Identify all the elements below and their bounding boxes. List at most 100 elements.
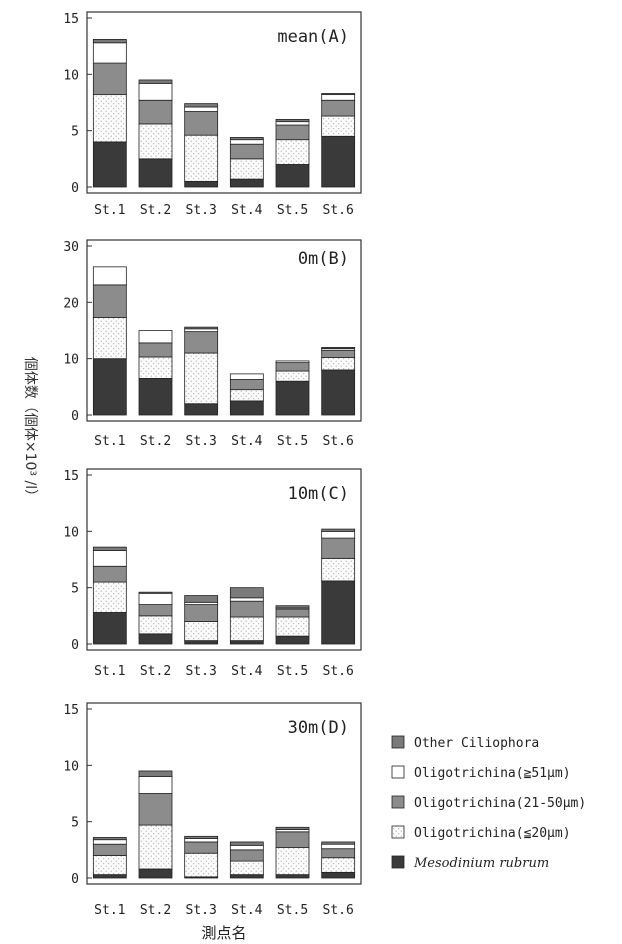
bar-segment [229,379,264,391]
bar-segment [138,342,173,358]
bar-segment [321,369,356,416]
bar-segment [321,93,356,96]
bar-segment [321,135,356,188]
bar-segment [321,557,356,582]
plot-frame [86,239,362,422]
y-tick-label: 10 [63,353,79,368]
y-tick-label: 0 [71,181,79,196]
bar-segment [321,530,356,539]
bar-segment [92,358,127,416]
bar-segment [275,831,310,848]
panel-0m-b: 0m(B) 0 10 20 30 [63,239,362,424]
bar-segment [321,357,356,371]
plot-frame [86,468,362,651]
legend-swatch [391,795,405,809]
y-tick-label: 10 [63,525,79,540]
bar-segment [92,266,127,286]
y-tick-label: 0 [71,872,79,887]
legend-swatch [391,825,405,839]
bar-segment [138,82,173,101]
bar-segment [92,284,127,318]
bar-segment [321,346,356,349]
bar-segment [229,139,264,145]
bar-segment [229,373,264,380]
legend-swatch [391,855,405,869]
bar-segment [184,852,219,878]
bar-segment [321,857,356,873]
y-tick-label: 0 [71,638,79,653]
bar-segment [92,565,127,583]
bar-segment [321,537,356,559]
bar-segment [275,826,310,830]
panel-title: 10m(C) [288,484,349,504]
bar-segment [184,134,219,182]
y-axis-label: 個体数（個体×10³ /l） [22,357,38,503]
x-tick-label: St.4 [231,664,262,679]
bar-segment [92,581,127,613]
x-axis-label: 測点名 [201,924,246,942]
bar-segment [138,770,173,778]
bar-segment [321,99,356,117]
x-tick-label: St.6 [323,203,354,218]
panel-mean-a: mean(A) 0 5 10 15 [63,11,362,196]
bar-segment [229,137,264,141]
x-tick-label: St.5 [277,903,308,918]
legend-label: Oligotrichina(≦20μm) [414,826,571,841]
y-tick-label: 20 [63,296,79,311]
bar-segment [321,115,356,137]
bar-segment [92,843,127,856]
bar-segment [138,633,173,645]
bar-segment [184,640,219,645]
bar-segment [184,595,219,603]
bar-segment [184,352,219,405]
bar-segment [321,528,356,532]
x-tick-label: St.6 [323,664,354,679]
bar-segment [229,860,264,876]
bar-segment [321,94,356,101]
bar-segment [229,841,264,846]
bar-segment [92,550,127,567]
bar-segment [184,180,219,188]
bar-segment [138,868,173,879]
bar-segment [92,839,127,845]
bar-segment [92,94,127,143]
legend-label: Oligotrichina(21-50μm) [414,796,586,811]
bar-segment [229,849,264,862]
bar-segment [229,874,264,879]
bar-segment [184,111,219,136]
x-tick-label: St.4 [231,903,262,918]
x-tick-label: St.5 [277,203,308,218]
bar-segment [138,99,173,125]
bar-segment [92,546,127,551]
bar-segment [229,597,264,602]
y-tick-label: 15 [63,12,79,27]
y-tick-label: 5 [71,582,79,597]
bar-segment [321,843,356,850]
x-tick-label: St.2 [140,903,171,918]
bar-segment [184,621,219,642]
x-tick-label: St.2 [140,203,171,218]
bar-segment [275,874,310,879]
bar-segment [138,377,173,416]
bar-segment [92,62,127,96]
bar-segment [138,591,173,594]
bar-segment [275,616,310,637]
x-tick-label: St.3 [186,903,217,918]
x-tick-label: St.6 [323,903,354,918]
bar-segment [184,106,219,112]
bar-segment [184,838,219,843]
x-tick-label: St.1 [94,434,125,449]
legend-label: Mesodinium rubrum [413,856,549,871]
bar-segment [138,330,173,344]
x-tick-label: St.1 [94,664,125,679]
bar-segment [275,380,310,416]
bar-segment [321,871,356,879]
bar-segment [138,824,173,870]
bar-segment [138,123,173,160]
panel-10m-c: 10m(C) 0 5 10 15 [63,468,362,653]
x-tick-label: St.3 [186,203,217,218]
y-tick-label: 0 [71,409,79,424]
bar-segment [275,139,310,165]
bar-segment [275,164,310,188]
panel-title: 0m(B) [298,249,349,269]
